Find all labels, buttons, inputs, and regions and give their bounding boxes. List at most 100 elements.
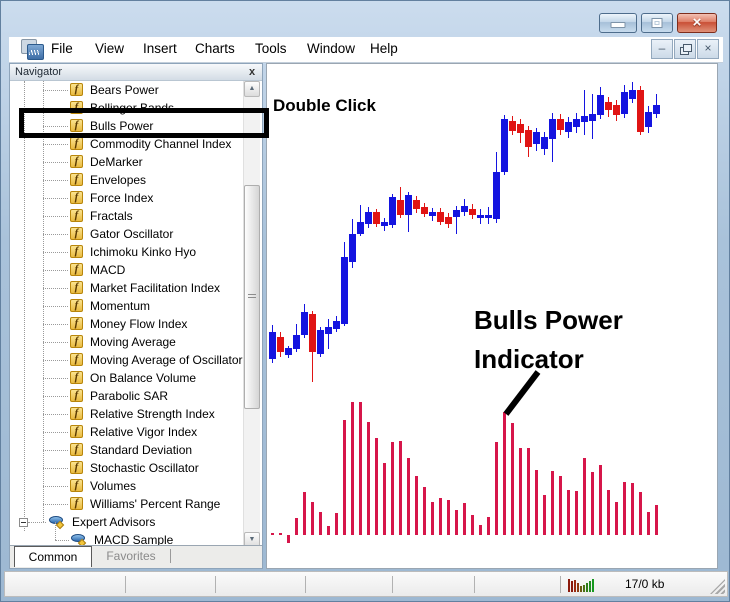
nav-item-on-balance-volume[interactable]: f On Balance Volume xyxy=(10,369,246,387)
nav-item-moving-average-of-oscillator[interactable]: f Moving Average of Oscillator xyxy=(10,351,246,369)
candle-body xyxy=(333,321,340,329)
bulls-power-bar xyxy=(639,492,642,535)
nav-item-envelopes[interactable]: f Envelopes xyxy=(10,171,246,189)
candle-body xyxy=(277,337,284,352)
nav-item-ichimoku-kinko-hyo[interactable]: f Ichimoku Kinko Hyo xyxy=(10,243,246,261)
bulls-power-bar xyxy=(343,420,346,535)
menu-item-insert[interactable]: Insert xyxy=(143,41,177,56)
nav-item-moving-average[interactable]: f Moving Average xyxy=(10,333,246,351)
bulls-power-bar xyxy=(615,502,618,535)
candle-body xyxy=(517,124,524,133)
bulls-power-indicator-annotation: Bulls Power Indicator xyxy=(474,305,623,374)
app-logo-icon xyxy=(21,39,45,60)
indicator-icon: f xyxy=(70,443,83,456)
nav-item-relative-vigor-index[interactable]: f Relative Vigor Index xyxy=(10,423,246,441)
nav-item-market-facilitation-index[interactable]: f Market Facilitation Index xyxy=(10,279,246,297)
candle-body xyxy=(605,102,612,110)
nav-item-money-flow-index[interactable]: f Money Flow Index xyxy=(10,315,246,333)
nav-item-williams-percent-range[interactable]: f Williams' Percent Range xyxy=(10,495,246,513)
candle-body xyxy=(453,210,460,217)
candle-body xyxy=(501,119,508,172)
resize-grip[interactable] xyxy=(710,579,725,594)
chart-window[interactable] xyxy=(266,63,718,569)
candle-body xyxy=(309,314,316,352)
minimize-icon xyxy=(610,22,626,28)
candle-wick xyxy=(360,205,361,236)
navigator-scrollbar[interactable]: ▲ ▼ xyxy=(243,81,260,548)
window-maximize-button[interactable] xyxy=(641,13,673,33)
indicator-icon: f xyxy=(70,173,83,186)
indicator-icon: f xyxy=(70,83,83,96)
close-icon: × xyxy=(704,41,712,55)
candle-body xyxy=(589,114,596,121)
nav-item-bears-power[interactable]: f Bears Power xyxy=(10,81,246,99)
window-minimize-button[interactable] xyxy=(599,13,637,33)
candle-body xyxy=(541,137,548,149)
chart-restore-button[interactable] xyxy=(674,39,696,59)
menu-item-view[interactable]: View xyxy=(95,41,125,56)
indicator-icon: f xyxy=(70,461,83,474)
indicator-icon: f xyxy=(70,371,83,384)
candle-body xyxy=(581,116,588,122)
indicator-icon: f xyxy=(70,335,83,348)
collapse-icon[interactable] xyxy=(19,518,28,527)
bulls-power-bar xyxy=(431,502,434,535)
nav-item-parabolic-sar[interactable]: f Parabolic SAR xyxy=(10,387,246,405)
bulls-power-bar xyxy=(327,526,330,535)
nav-item-momentum[interactable]: f Momentum xyxy=(10,297,246,315)
candle-wick xyxy=(584,90,585,135)
nav-item-gator-oscillator[interactable]: f Gator Oscillator xyxy=(10,225,246,243)
nav-item-fractals[interactable]: f Fractals xyxy=(10,207,246,225)
status-bar: 17/0 kb xyxy=(4,571,728,597)
menu-item-tools[interactable]: Tools xyxy=(255,41,287,56)
indicator-icon: f xyxy=(70,137,83,150)
navigator-header[interactable]: Navigator x xyxy=(10,64,262,81)
candle-body xyxy=(429,212,436,216)
menu-item-help[interactable]: Help xyxy=(370,41,398,56)
navigator-close-icon[interactable]: x xyxy=(248,66,256,78)
bulls-power-bar xyxy=(631,483,634,535)
indicator-icon: f xyxy=(70,263,83,276)
nav-item-volumes[interactable]: f Volumes xyxy=(10,477,246,495)
nav-item-bulls-power[interactable]: f Bulls Power xyxy=(10,117,246,135)
candle-body xyxy=(557,119,564,130)
scroll-up-button[interactable]: ▲ xyxy=(244,81,260,97)
bulls-power-bar xyxy=(575,491,578,535)
navigator-tree: f Bears Power f Bollinger Bands f Bulls Power… xyxy=(10,81,246,548)
expert-icon xyxy=(71,533,87,548)
nav-item-commodity-channel-index[interactable]: f Commodity Channel Index xyxy=(10,135,246,153)
connection-bars-icon xyxy=(568,577,594,592)
tab-common[interactable]: Common xyxy=(14,546,92,567)
nav-item-macd[interactable]: f MACD xyxy=(10,261,246,279)
chart-close-button[interactable]: × xyxy=(697,39,719,59)
bulls-power-bar xyxy=(607,490,610,535)
nav-item-macd-sample[interactable]: MACD Sample xyxy=(10,522,246,548)
menu-item-window[interactable]: Window xyxy=(307,41,356,56)
nav-item-relative-strength-index[interactable]: f Relative Strength Index xyxy=(10,405,246,423)
indicator-icon: f xyxy=(70,299,83,312)
scroll-thumb[interactable] xyxy=(244,185,260,409)
chart-minimize-button[interactable]: – xyxy=(651,39,673,59)
tree-line xyxy=(43,81,44,522)
status-separator xyxy=(392,576,393,593)
candle-body xyxy=(653,105,660,114)
candle-body xyxy=(637,90,644,132)
nav-item-force-index[interactable]: f Force Index xyxy=(10,189,246,207)
bulls-power-bar xyxy=(495,442,498,535)
status-separator xyxy=(474,576,475,593)
tab-separator xyxy=(170,549,171,563)
menu-item-file[interactable]: File xyxy=(51,41,73,56)
window-close-button[interactable]: × xyxy=(677,13,717,33)
tab-favorites[interactable]: Favorites xyxy=(106,549,156,563)
nav-item-stochastic-oscillator[interactable]: f Stochastic Oscillator xyxy=(10,459,246,477)
indicator-icon: f xyxy=(70,389,83,402)
bulls-power-bar xyxy=(383,463,386,535)
candle-body xyxy=(573,119,580,127)
candle-body xyxy=(317,330,324,354)
status-separator xyxy=(560,576,561,593)
nav-item-standard-deviation[interactable]: f Standard Deviation xyxy=(10,441,246,459)
nav-item-expert-advisors[interactable]: Expert Advisors xyxy=(10,513,246,531)
bulls-power-bar xyxy=(407,458,410,535)
nav-item-demarker[interactable]: f DeMarker xyxy=(10,153,246,171)
menu-item-charts[interactable]: Charts xyxy=(195,41,235,56)
